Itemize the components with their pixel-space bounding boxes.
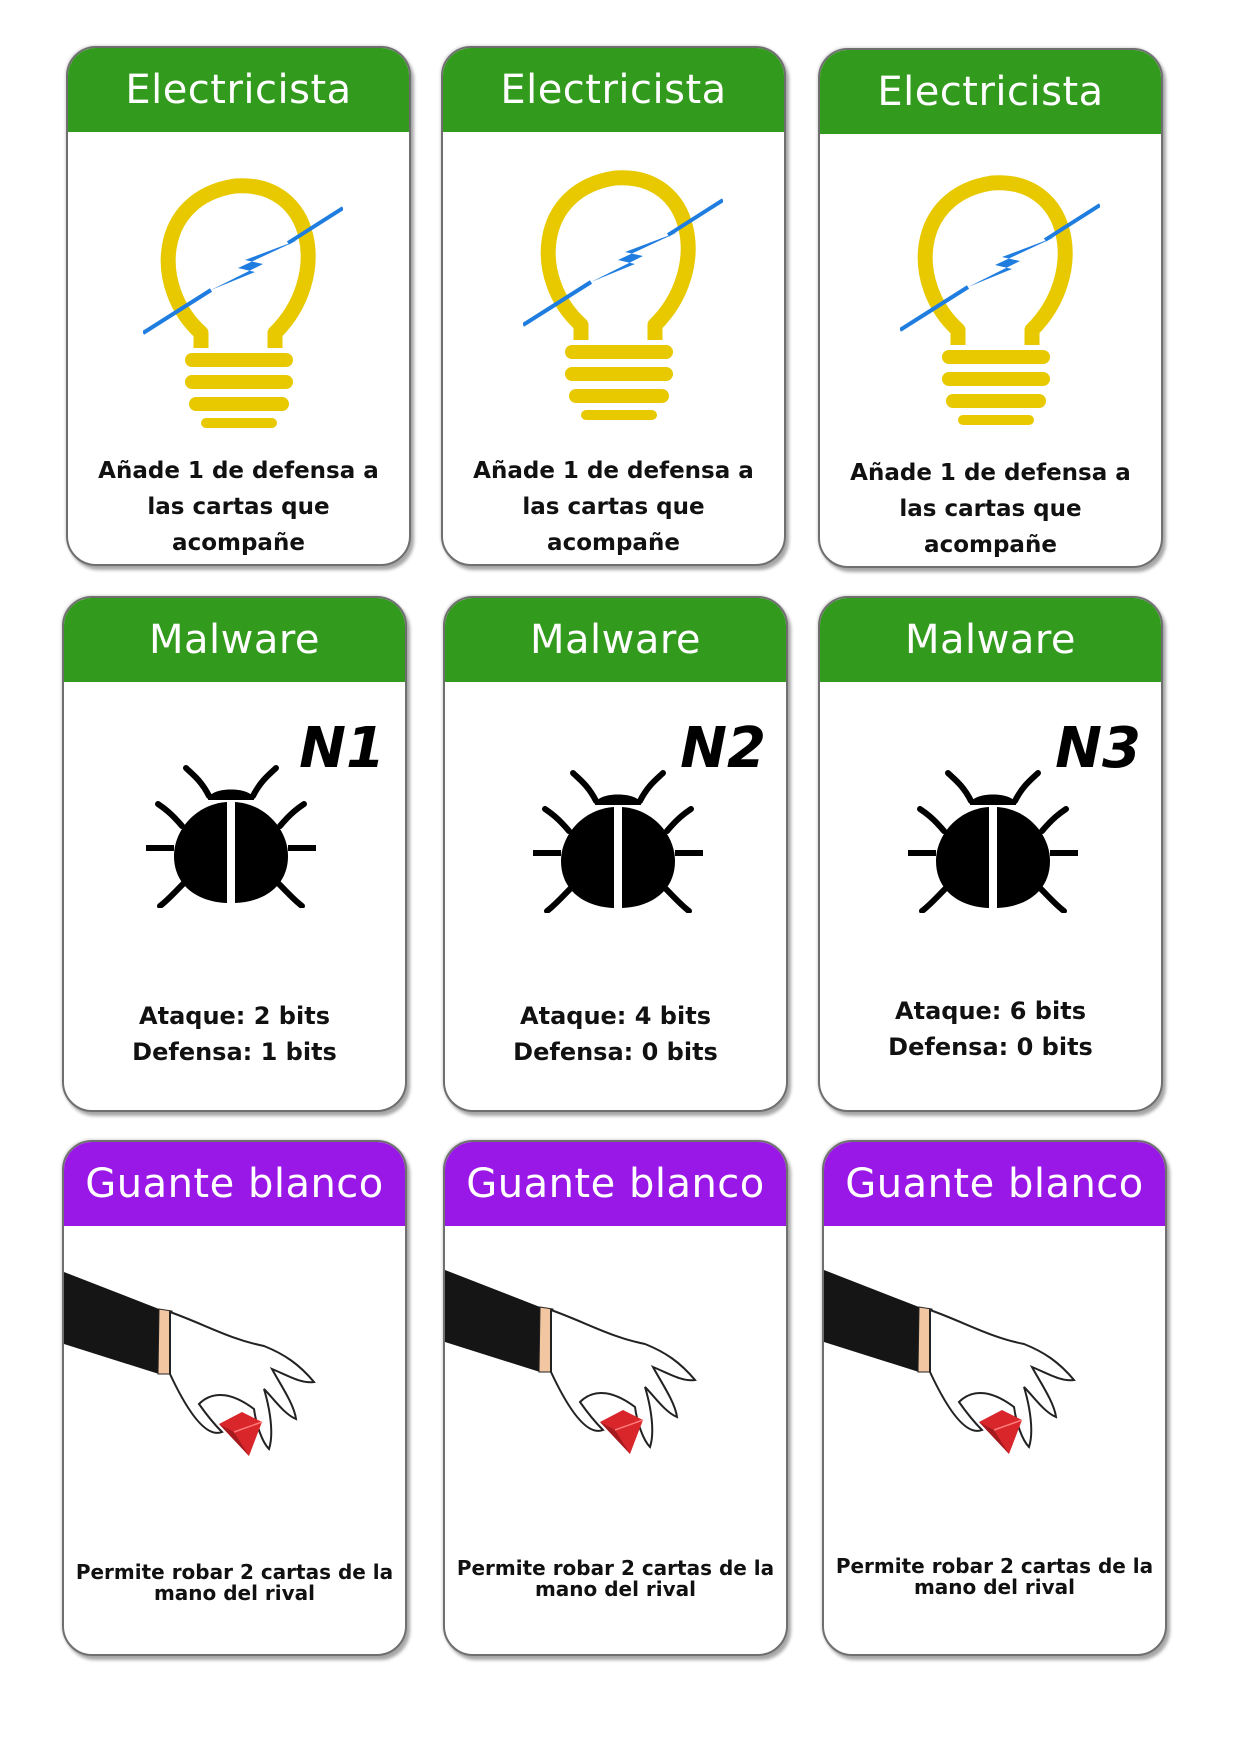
card-title: Guante blanco xyxy=(445,1142,786,1226)
lightbulb-icon xyxy=(523,170,723,420)
card-electricista-1: Electricista Añade 1 de defensa a las ca… xyxy=(66,46,411,566)
card-title: Malware xyxy=(445,598,786,682)
card-title: Electricista xyxy=(68,48,409,132)
card-guante-blanco-3: Guante blanco Permite robar 2 cartas de … xyxy=(822,1140,1167,1656)
card-electricista-3: Electricista Añade 1 de defensa a las ca… xyxy=(818,48,1163,568)
card-malware-3: Malware N3 Ataque: 6 bits Defensa: 0 bit… xyxy=(818,596,1163,1112)
defense-stat: Defensa: 0 bits xyxy=(888,1033,1093,1061)
card-description: Añade 1 de defensa a las cartas que acom… xyxy=(850,460,1131,558)
card-guante-blanco-1: Guante blanco Permite robar 2 cartas de … xyxy=(62,1140,407,1656)
lightbulb-icon xyxy=(900,175,1100,425)
card-title: Electricista xyxy=(820,50,1161,134)
card-electricista-2: Electricista Añade 1 de defensa a las ca… xyxy=(441,46,786,566)
card-title: Malware xyxy=(820,598,1161,682)
level-label: N1 xyxy=(299,716,385,781)
card-stats: Ataque: 4 bits Defensa: 0 bits xyxy=(455,998,776,1070)
card-title: Electricista xyxy=(443,48,784,132)
card-description: Añade 1 de defensa a las cartas que acom… xyxy=(473,458,754,556)
card-title: Guante blanco xyxy=(824,1142,1165,1226)
attack-stat: Ataque: 2 bits xyxy=(139,1002,330,1030)
card-description: Permite robar 2 cartas de la mano del ri… xyxy=(835,1554,1154,1599)
level-label: N2 xyxy=(680,716,766,781)
gloved-hand-icon xyxy=(824,1270,1076,1454)
bug-icon xyxy=(146,765,316,908)
bug-icon xyxy=(908,770,1078,913)
gloved-hand-icon xyxy=(445,1270,697,1454)
card-malware-2: Malware N2 Ataque: 4 bits Defensa: 0 bit… xyxy=(443,596,788,1112)
card-guante-blanco-2: Guante blanco Permite robar 2 cartas de … xyxy=(443,1140,788,1656)
gloved-hand-icon xyxy=(64,1272,316,1456)
bug-icon xyxy=(533,770,703,913)
card-description: Permite robar 2 cartas de la mano del ri… xyxy=(75,1560,394,1605)
attack-stat: Ataque: 6 bits xyxy=(895,997,1086,1025)
defense-stat: Defensa: 1 bits xyxy=(132,1038,337,1066)
level-label: N3 xyxy=(1055,716,1141,781)
card-stats: Ataque: 2 bits Defensa: 1 bits xyxy=(74,998,395,1070)
attack-stat: Ataque: 4 bits xyxy=(520,1002,711,1030)
card-title: Malware xyxy=(64,598,405,682)
defense-stat: Defensa: 0 bits xyxy=(513,1038,718,1066)
card-description: Añade 1 de defensa a las cartas que acom… xyxy=(98,458,379,556)
lightbulb-icon xyxy=(143,178,343,428)
card-title: Guante blanco xyxy=(64,1142,405,1226)
card-description: Permite robar 2 cartas de la mano del ri… xyxy=(456,1556,775,1601)
card-malware-1: Malware N1 Ataque: 2 bits Defensa: 1 bit… xyxy=(62,596,407,1112)
card-stats: Ataque: 6 bits Defensa: 0 bits xyxy=(830,993,1151,1065)
